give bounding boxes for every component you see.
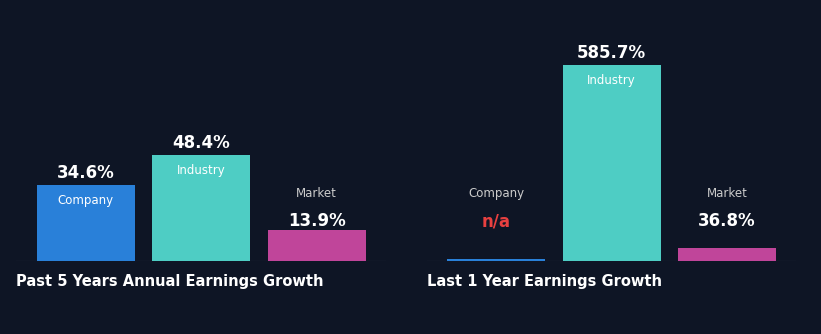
- Text: 34.6%: 34.6%: [57, 164, 115, 182]
- Text: 585.7%: 585.7%: [577, 44, 646, 62]
- Text: 48.4%: 48.4%: [172, 134, 230, 152]
- Bar: [37, 185, 135, 261]
- Bar: [678, 248, 776, 261]
- Text: 36.8%: 36.8%: [699, 212, 756, 230]
- Text: Industry: Industry: [177, 164, 226, 177]
- Text: Company: Company: [468, 187, 525, 200]
- Text: Market: Market: [296, 187, 337, 200]
- Text: Industry: Industry: [587, 73, 636, 87]
- Bar: [447, 259, 545, 261]
- Text: Last 1 Year Earnings Growth: Last 1 Year Earnings Growth: [427, 274, 662, 289]
- Bar: [268, 230, 365, 261]
- Bar: [152, 155, 250, 261]
- Text: n/a: n/a: [482, 212, 511, 230]
- Text: Company: Company: [57, 194, 114, 207]
- Text: 13.9%: 13.9%: [287, 212, 346, 230]
- Text: Market: Market: [707, 187, 748, 200]
- Bar: [562, 65, 661, 261]
- Text: Past 5 Years Annual Earnings Growth: Past 5 Years Annual Earnings Growth: [16, 274, 324, 289]
